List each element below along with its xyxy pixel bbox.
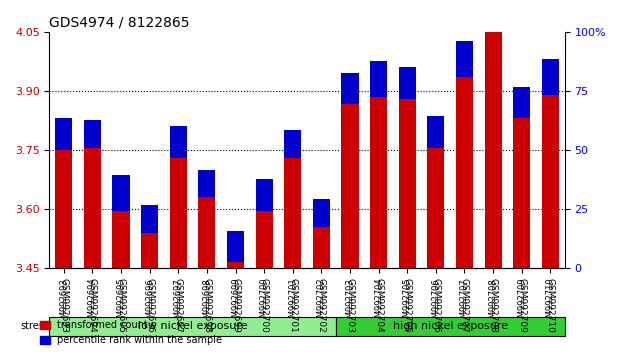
- Bar: [370, 61, 388, 97]
- Text: GSM992710: GSM992710: [546, 278, 555, 333]
- Bar: [227, 262, 244, 268]
- Bar: [112, 211, 130, 268]
- Bar: [342, 104, 358, 268]
- Bar: [198, 170, 215, 197]
- Text: GDS4974 / 8122865: GDS4974 / 8122865: [50, 15, 190, 29]
- Bar: [513, 87, 530, 118]
- Bar: [112, 176, 130, 211]
- Bar: [256, 179, 273, 211]
- Bar: [427, 116, 445, 148]
- Text: GSM992709: GSM992709: [517, 278, 526, 333]
- Text: stress: stress: [20, 321, 50, 331]
- Text: GSM992707: GSM992707: [460, 278, 469, 333]
- Text: GSM992699: GSM992699: [231, 278, 240, 333]
- Bar: [55, 118, 73, 150]
- Text: GSM992701: GSM992701: [288, 278, 297, 333]
- Text: GSM992708: GSM992708: [489, 278, 497, 333]
- Bar: [484, 32, 502, 268]
- Bar: [342, 73, 358, 104]
- Text: GSM992703: GSM992703: [345, 278, 355, 333]
- Bar: [84, 148, 101, 268]
- Bar: [284, 130, 301, 158]
- Bar: [141, 233, 158, 268]
- Text: GSM992694: GSM992694: [88, 278, 97, 333]
- Bar: [542, 95, 559, 268]
- Text: GSM992706: GSM992706: [432, 278, 440, 333]
- Bar: [227, 230, 244, 262]
- Text: GSM992698: GSM992698: [202, 278, 211, 333]
- Text: low nickel exposure: low nickel exposure: [138, 321, 247, 331]
- Text: GSM992700: GSM992700: [260, 278, 269, 333]
- Text: GSM992702: GSM992702: [317, 278, 326, 333]
- FancyBboxPatch shape: [336, 317, 564, 336]
- Bar: [170, 126, 187, 158]
- Text: GSM992696: GSM992696: [145, 278, 154, 333]
- Bar: [284, 158, 301, 268]
- Bar: [427, 148, 445, 268]
- Bar: [399, 98, 416, 268]
- Bar: [456, 77, 473, 268]
- Bar: [542, 59, 559, 95]
- Bar: [370, 97, 388, 268]
- Text: high nickel exposure: high nickel exposure: [392, 321, 508, 331]
- Bar: [256, 211, 273, 268]
- Bar: [141, 205, 158, 233]
- Bar: [456, 41, 473, 77]
- Bar: [484, 0, 502, 32]
- Bar: [198, 197, 215, 268]
- Bar: [513, 118, 530, 268]
- Bar: [313, 227, 330, 268]
- Text: GSM992693: GSM992693: [59, 278, 68, 333]
- FancyBboxPatch shape: [50, 317, 336, 336]
- Bar: [170, 158, 187, 268]
- Bar: [399, 67, 416, 98]
- Bar: [55, 150, 73, 268]
- Text: GSM992697: GSM992697: [174, 278, 183, 333]
- Text: GSM992695: GSM992695: [117, 278, 125, 333]
- Text: GSM992705: GSM992705: [403, 278, 412, 333]
- Bar: [313, 199, 330, 227]
- Bar: [84, 120, 101, 148]
- Text: GSM992704: GSM992704: [374, 278, 383, 333]
- Legend: transformed count, percentile rank within the sample: transformed count, percentile rank withi…: [36, 316, 226, 349]
